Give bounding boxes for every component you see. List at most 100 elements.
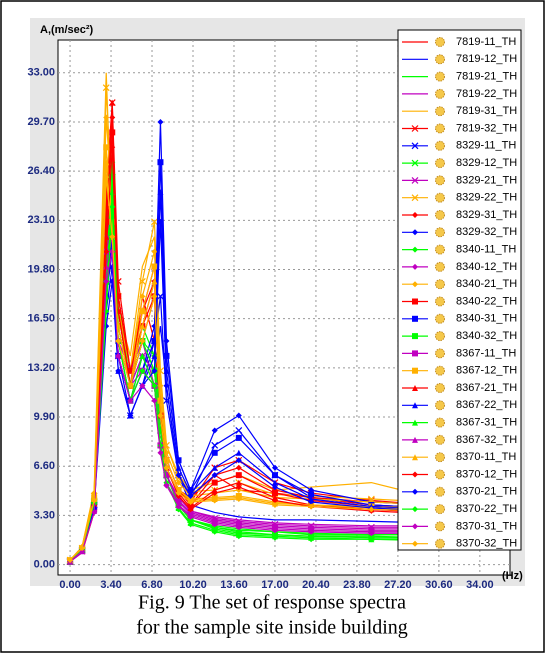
marker	[411, 176, 419, 184]
marker	[271, 484, 278, 491]
legend-label: 8367-31_TH	[456, 417, 517, 429]
marker	[115, 367, 122, 374]
marker	[157, 397, 164, 404]
marker	[411, 125, 419, 132]
legend-icon	[435, 106, 445, 117]
legend-icon	[435, 452, 445, 463]
marker	[115, 352, 122, 359]
marker	[235, 484, 242, 491]
marker	[109, 174, 116, 181]
marker	[211, 441, 219, 449]
legend-icon	[435, 88, 445, 99]
y-tick-label: 13.20	[27, 362, 55, 374]
legend-icon	[435, 71, 445, 82]
marker	[102, 84, 110, 92]
legend-label: 7819-22_TH	[456, 88, 517, 100]
legend-label: 8367-32_TH	[456, 434, 517, 446]
marker	[109, 233, 116, 240]
marker	[163, 382, 170, 389]
legend-icon	[435, 54, 445, 65]
marker	[308, 503, 315, 510]
series-line	[69, 162, 492, 561]
marker	[412, 333, 418, 340]
marker	[412, 315, 418, 322]
marker	[412, 402, 418, 409]
marker	[235, 464, 242, 471]
marker	[157, 189, 164, 196]
marker	[235, 427, 243, 434]
marker	[412, 263, 418, 270]
marker	[211, 521, 218, 528]
marker	[103, 233, 110, 240]
marker	[175, 457, 182, 464]
legend-icon	[435, 175, 445, 186]
marker	[412, 523, 418, 530]
legend-label: 8340-21_TH	[456, 278, 517, 290]
marker	[271, 479, 278, 486]
marker	[109, 129, 116, 136]
marker	[187, 506, 194, 513]
legend-icon	[435, 521, 445, 532]
legend-label: 7819-21_TH	[456, 71, 517, 83]
marker	[271, 501, 278, 508]
legend-icon	[435, 313, 445, 324]
series-line	[69, 206, 492, 563]
marker	[308, 491, 315, 498]
y-tick-label: 9.90	[34, 411, 55, 423]
marker	[412, 281, 418, 288]
marker	[157, 412, 164, 419]
marker	[211, 472, 218, 479]
marker	[412, 212, 418, 218]
x-tick-label: 3.40	[100, 579, 121, 591]
legend-icon	[435, 210, 445, 220]
x-tick-label: 23.80	[343, 579, 371, 591]
marker	[91, 497, 98, 504]
x-tick-label: 20.40	[302, 579, 330, 591]
marker	[271, 534, 278, 541]
marker	[411, 142, 419, 150]
legend-label: 8329-11_TH	[456, 140, 516, 152]
marker	[271, 464, 278, 471]
marker	[211, 528, 218, 535]
legend-icon	[435, 261, 445, 272]
marker	[412, 246, 418, 253]
marker	[67, 557, 74, 564]
marker	[308, 498, 315, 505]
legend-label: 8329-32_TH	[456, 226, 517, 238]
y-tick-label: 23.10	[27, 214, 55, 226]
marker	[139, 338, 146, 345]
marker	[139, 323, 146, 330]
legend-icon	[435, 123, 445, 134]
x-tick-label: 27.20	[384, 579, 412, 591]
legend-icon	[435, 192, 445, 203]
marker	[187, 513, 194, 520]
marker	[163, 457, 170, 464]
legend-label: 8340-12_TH	[456, 261, 517, 273]
marker	[138, 277, 146, 285]
x-tick-label: 34.00	[466, 579, 494, 591]
marker	[271, 472, 278, 479]
marker	[368, 506, 375, 513]
legend-label: 8329-22_TH	[456, 192, 517, 204]
marker	[412, 350, 418, 357]
marker	[151, 397, 158, 404]
legend-label: 8329-31_TH	[456, 209, 517, 221]
marker	[103, 144, 110, 151]
marker	[151, 382, 158, 389]
marker	[157, 218, 164, 225]
legend-icon	[435, 469, 445, 480]
legend-icon	[435, 383, 445, 393]
marker	[187, 498, 194, 505]
x-tick-label: 6.80	[141, 579, 162, 591]
x-tick-label: 10.20	[179, 579, 207, 591]
marker	[139, 308, 146, 315]
legend-label: 7819-11_TH	[456, 36, 516, 48]
legend-label: 8340-31_TH	[456, 313, 517, 325]
marker	[235, 457, 242, 464]
marker	[109, 218, 116, 225]
caption-line: Fig. 9 The set of response spectra	[138, 592, 406, 614]
marker	[157, 427, 164, 434]
marker	[235, 472, 242, 479]
marker	[151, 263, 158, 270]
y-tick-label: 26.40	[27, 165, 55, 177]
